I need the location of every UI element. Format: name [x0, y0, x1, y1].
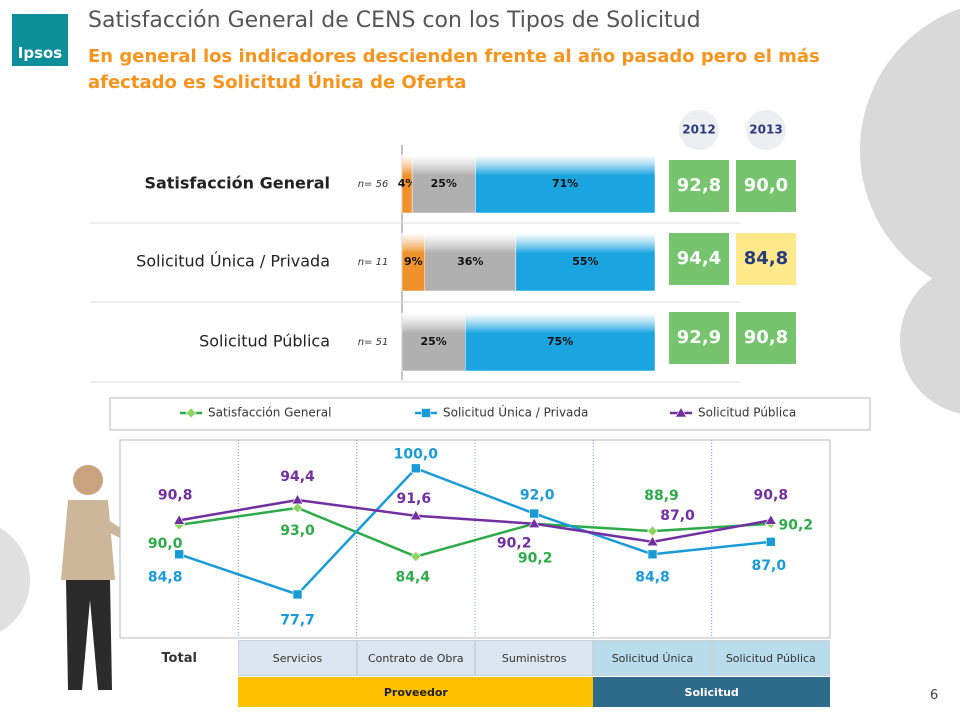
- kpi-value: 92,8: [677, 175, 721, 196]
- kpi-value: 90,8: [744, 327, 788, 348]
- bar-segment: [401, 312, 466, 372]
- year-label: 2012: [682, 123, 715, 137]
- decor-circle: [900, 266, 960, 414]
- row-label: Satisfacción General: [144, 174, 330, 193]
- bar-segment: [515, 232, 656, 292]
- group-cell: Solicitud: [593, 677, 830, 707]
- marker: [674, 406, 688, 418]
- value-label: 100,0: [394, 446, 439, 462]
- marker: [291, 493, 304, 505]
- title: Satisfacción General de CENS con los Tip…: [88, 8, 701, 33]
- category-cell: Total: [120, 640, 239, 676]
- bar-segment: [424, 232, 517, 292]
- sample-size: n= 56: [358, 179, 389, 190]
- value-label: 77,7: [280, 612, 315, 628]
- category-cell: Solicitud Pública: [711, 640, 830, 676]
- value-label: 90,2: [497, 536, 532, 552]
- category-cell: Suministros: [475, 640, 594, 676]
- value-label: 55%: [572, 255, 598, 268]
- marker: [173, 514, 186, 525]
- marker: [529, 508, 539, 519]
- kpi-box: [669, 233, 729, 285]
- sample-size: n= 51: [358, 337, 389, 348]
- group-cell: Proveedor: [238, 677, 594, 707]
- marker: [174, 549, 184, 560]
- value-label: 87,0: [660, 508, 695, 524]
- sample-size: n= 11: [358, 257, 389, 268]
- kpi-value: 92,9: [677, 327, 721, 348]
- bar-segment: [475, 154, 656, 214]
- legend-label: Solicitud Única / Privada: [443, 405, 588, 420]
- legend-box: [109, 397, 871, 431]
- kpi-box: [736, 160, 796, 212]
- marker: [185, 407, 197, 419]
- value-label: 90,0: [148, 536, 183, 552]
- legend-label: Solicitud Pública: [698, 406, 796, 420]
- value-label: 71%: [552, 177, 578, 190]
- value-label: 91,6: [397, 491, 432, 507]
- decor-circle: [860, 8, 960, 292]
- series-line: [178, 498, 772, 544]
- value-label: 9%: [404, 255, 423, 268]
- category-cell: Servicios: [238, 640, 357, 676]
- value-label: 90,8: [754, 487, 789, 503]
- marker: [764, 514, 777, 525]
- kpi-box: [669, 160, 729, 212]
- value-label: 84,8: [635, 569, 670, 585]
- kpi-value: 94,4: [677, 248, 721, 269]
- value-label: 93,0: [280, 523, 315, 539]
- value-label: 25%: [420, 335, 446, 348]
- marker: [766, 537, 776, 547]
- bar-segment: [411, 154, 476, 214]
- marker: [410, 551, 422, 562]
- value-label: 90,2: [518, 551, 553, 567]
- marker: [646, 535, 659, 547]
- legend-label: Satisfacción General: [208, 406, 331, 420]
- value-label: 4%: [398, 177, 417, 190]
- series-line: [178, 466, 771, 596]
- value-label: 92,0: [520, 488, 555, 504]
- value-label: 88,9: [644, 488, 679, 504]
- kpi-value: 84,8: [744, 248, 788, 269]
- marker: [409, 509, 422, 521]
- category-cell: Solicitud Única: [593, 640, 712, 676]
- kpi-box: [736, 233, 796, 285]
- value-label: 25%: [431, 177, 457, 190]
- value-label: 94,4: [280, 469, 315, 485]
- marker: [292, 502, 303, 514]
- marker: [421, 408, 431, 418]
- kpi-value: 90,0: [744, 175, 788, 196]
- logo: Ipsos: [12, 14, 68, 66]
- value-label: 90,8: [158, 487, 193, 503]
- year-label: 2013: [749, 123, 782, 137]
- value-label: 36%: [457, 255, 483, 268]
- kpi-box: [669, 312, 729, 364]
- bar-segment: [465, 312, 656, 372]
- marker: [647, 549, 658, 560]
- value-label: 84,4: [396, 570, 431, 586]
- value-label: 75%: [547, 335, 573, 348]
- value-label: 90,2: [779, 518, 814, 534]
- series-line: [178, 506, 771, 558]
- marker: [528, 517, 541, 529]
- page-number: 6: [930, 688, 939, 703]
- row-label: Solicitud Única / Privada: [136, 252, 330, 271]
- marker: [292, 589, 303, 600]
- subtitle: En general los indicadores descienden fr…: [88, 46, 820, 93]
- decor-circle: [0, 528, 30, 632]
- year-badge: [746, 110, 786, 150]
- row-label: Solicitud Pública: [199, 332, 330, 351]
- value-label: 84,8: [148, 569, 183, 585]
- value-label: 87,0: [752, 558, 787, 574]
- kpi-box: [736, 312, 796, 364]
- year-badge: [679, 110, 719, 150]
- marker: [411, 463, 421, 474]
- category-cell: Contrato de Obra: [356, 640, 475, 676]
